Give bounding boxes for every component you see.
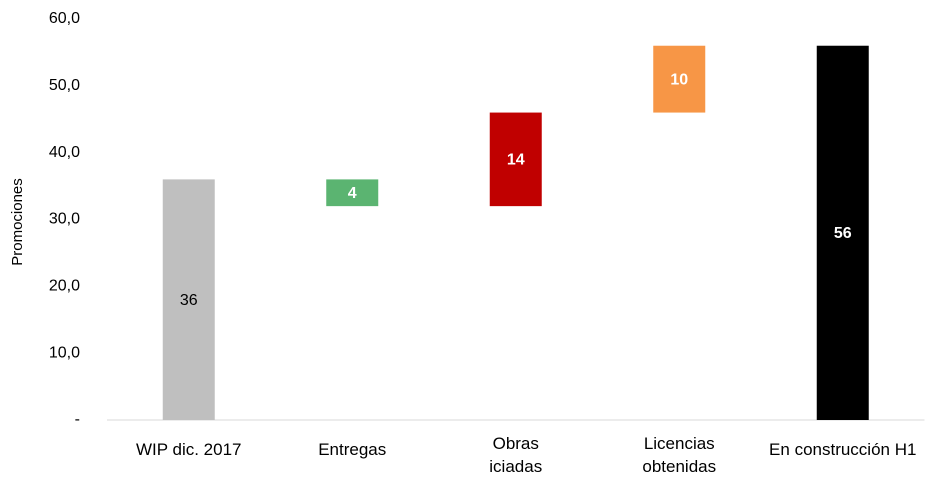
- y-tick-label: 50,0: [49, 77, 80, 94]
- data-label: 36: [180, 292, 198, 309]
- y-tick-label: 60,0: [49, 10, 80, 27]
- bar: [162, 179, 215, 420]
- x-tick-label: Licencias obtenidas: [642, 434, 717, 476]
- y-tick-label: 30,0: [49, 211, 80, 228]
- x-tick-label: En construcción H1: [769, 440, 917, 459]
- y-tick-label: 40,0: [49, 144, 80, 161]
- bar: [489, 112, 542, 207]
- y-tick-label: -: [75, 411, 80, 428]
- data-label: 10: [670, 71, 688, 88]
- bar: [816, 45, 869, 420]
- x-tick-label: Obras iciadas: [489, 434, 543, 476]
- data-label: 4: [348, 185, 357, 202]
- data-label: 14: [507, 152, 525, 169]
- y-tick-label: 20,0: [49, 278, 80, 295]
- bar: [326, 179, 379, 207]
- bar: [653, 45, 706, 113]
- x-tick-label: WIP dic. 2017: [135, 440, 242, 459]
- x-tick-label: Entregas: [318, 440, 387, 459]
- y-axis-title: Promociones: [9, 178, 26, 266]
- y-tick-label: 10,0: [49, 344, 80, 361]
- data-label: 56: [834, 225, 852, 242]
